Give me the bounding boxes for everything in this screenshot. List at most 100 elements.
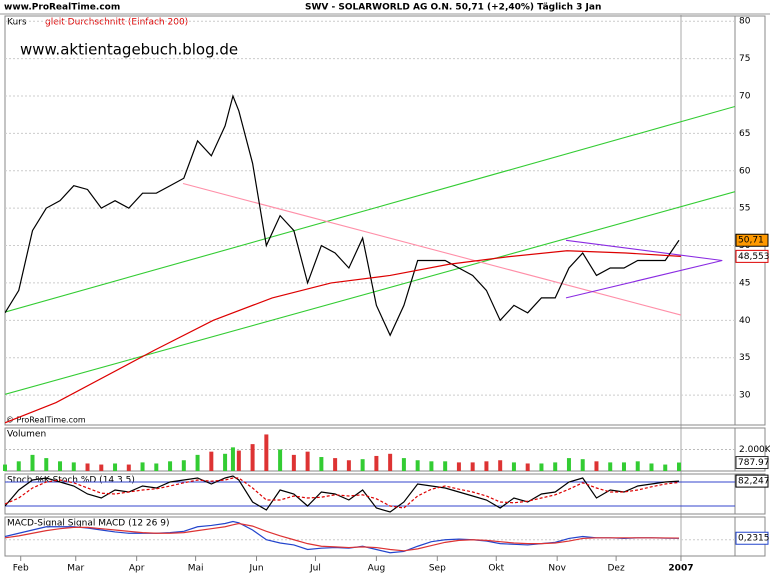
volume-bar <box>374 455 379 471</box>
volume-bar <box>195 454 200 471</box>
volume-bar <box>360 459 365 471</box>
volume-bar <box>498 460 503 471</box>
volume-bar <box>621 462 626 471</box>
panel-frame <box>4 15 766 426</box>
y-tick-label: 45 <box>739 278 750 288</box>
series-line <box>5 94 680 337</box>
x-tick-label: Dez <box>608 564 625 574</box>
volume-bar <box>209 451 214 471</box>
volume-bar <box>223 453 228 471</box>
value-label: 50,71 <box>738 236 764 246</box>
x-tick-label: Okt <box>488 564 504 574</box>
volume-bar <box>566 458 571 471</box>
volume-bar <box>333 458 338 471</box>
x-tick-label: Apr <box>129 564 145 574</box>
volume-bar <box>346 460 351 471</box>
x-tick-label: Mar <box>67 564 84 574</box>
x-tick-label: Jun <box>248 564 263 574</box>
panel-frame <box>4 473 766 515</box>
value-badge <box>735 233 769 247</box>
value-label: 82,247 <box>738 477 770 487</box>
copyright: © ProRealTime.com <box>6 416 86 425</box>
trend-line <box>565 259 723 299</box>
trend-line <box>5 105 735 313</box>
y-tick-label: 40 <box>739 316 751 326</box>
y-tick-label: 60 <box>739 166 751 176</box>
volume-bar <box>429 461 434 471</box>
y-tick-label: 75 <box>739 54 750 64</box>
volume-bar <box>594 461 599 471</box>
volume-bar <box>608 462 613 471</box>
volume-bar <box>388 453 393 471</box>
series-line <box>5 250 681 424</box>
watermark: www.aktientagebuch.blog.de <box>20 41 238 59</box>
value-label: 48,553 <box>738 252 770 262</box>
y-tick-label: 80 <box>739 17 751 27</box>
volume-bar <box>278 449 283 471</box>
volume-bar <box>264 434 269 471</box>
volume-bar <box>484 461 489 471</box>
y-tick-label: 55 <box>739 204 750 214</box>
trend-line <box>182 182 682 316</box>
volume-bar <box>168 461 173 471</box>
y-tick-label: 30 <box>739 391 751 401</box>
volume-bar <box>85 463 90 471</box>
volume-bar <box>16 461 21 471</box>
volume-bar <box>250 444 255 471</box>
value-label: 787.979 <box>738 458 770 468</box>
volume-bar <box>291 454 296 471</box>
panel-title: Stoch %K Stoch %D (14 3 5) <box>7 476 135 486</box>
volume-bar <box>443 461 448 471</box>
volume-bar <box>3 464 7 471</box>
volume-bar <box>456 462 461 471</box>
volume-bar <box>58 461 63 471</box>
y-tick-label: 35 <box>739 353 750 363</box>
panel-subtitle: gleit Durchschnitt (Einfach 200) <box>45 18 188 28</box>
volume-bar <box>30 454 35 471</box>
value-label: 0,2315 <box>738 534 770 544</box>
volume-bar <box>140 462 145 471</box>
volume-bar <box>511 462 516 471</box>
volume-bar <box>539 463 544 471</box>
panel-title: MACD-Signal Signal MACD (12 26 9) <box>7 519 169 529</box>
volume-bar <box>154 463 159 471</box>
volume-bar <box>319 457 324 471</box>
series-line <box>5 477 680 509</box>
y-tick-label: 2.000K <box>739 445 770 455</box>
volume-bar <box>580 459 585 471</box>
volume-bar <box>113 463 118 471</box>
series-line <box>5 522 680 552</box>
volume-bar <box>649 463 654 471</box>
site-name: www.ProRealTime.com <box>4 3 120 13</box>
y-tick-label: 70 <box>739 92 751 102</box>
trend-line <box>5 191 735 395</box>
panel-title: Volumen <box>7 430 46 440</box>
trend-line <box>565 239 723 262</box>
volume-bar <box>663 464 668 471</box>
x-tick-label: 2007 <box>668 564 693 574</box>
volume-bar <box>181 460 186 471</box>
volume-bar <box>401 458 406 471</box>
value-badge <box>735 474 769 488</box>
volume-bar <box>305 451 310 471</box>
volume-bar <box>415 460 420 471</box>
x-tick-label: Nov <box>548 564 566 574</box>
volume-bar <box>470 462 475 471</box>
volume-bar <box>553 462 558 471</box>
x-tick-label: Feb <box>13 564 29 574</box>
volume-bar <box>635 461 640 471</box>
instrument-title: SWV - SOLARWORLD AG O.N. 50,71 (+2,40%) … <box>305 3 601 13</box>
value-badge <box>735 531 769 545</box>
value-badge <box>735 249 769 263</box>
y-tick-label: 65 <box>739 129 750 139</box>
volume-bar <box>230 447 235 471</box>
volume-bar <box>525 463 530 471</box>
volume-bar <box>71 462 76 471</box>
value-badge <box>735 456 769 470</box>
volume-bar <box>99 464 104 471</box>
series-line <box>5 475 680 513</box>
x-tick-label: Aug <box>368 564 386 574</box>
volume-bar <box>676 462 681 471</box>
panel-title: Kurs <box>7 18 27 28</box>
